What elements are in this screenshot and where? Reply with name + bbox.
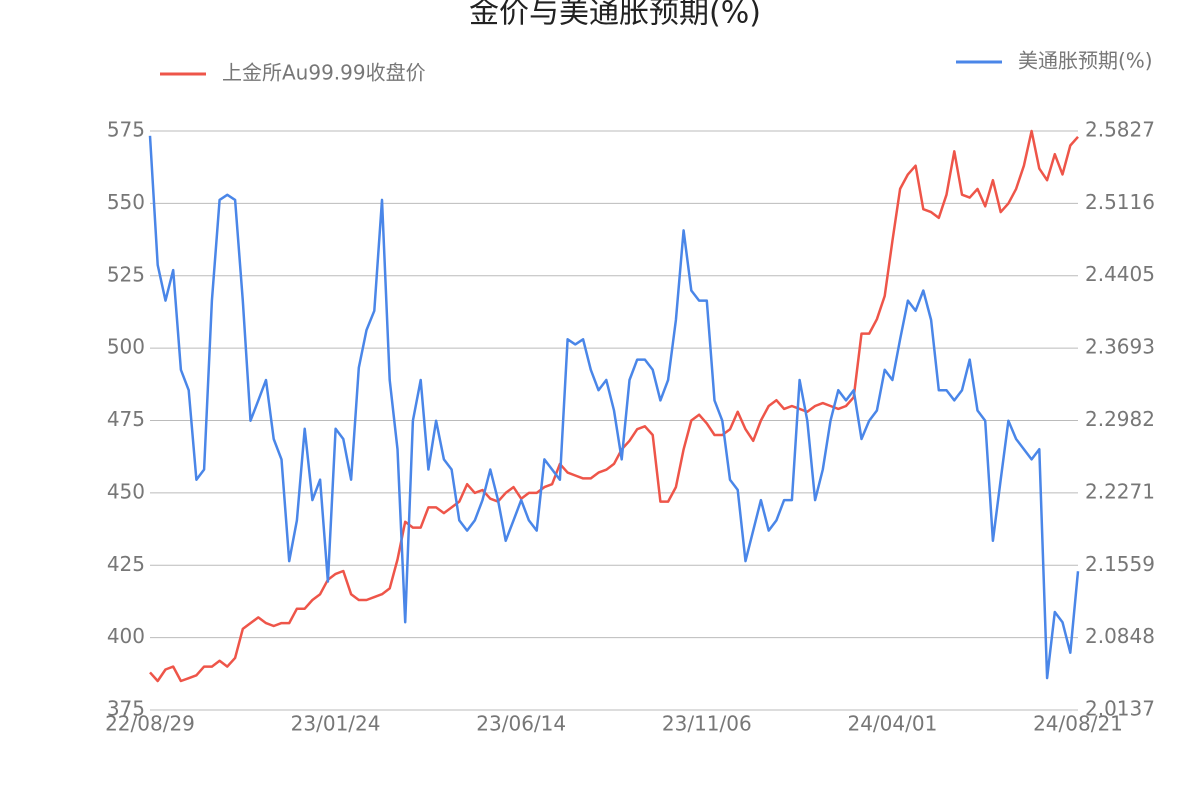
x-tick-label: 24/04/01 [847,712,937,736]
y2-tick-label: 2.4405 [1085,262,1155,286]
y2-tick-label: 2.5827 [1085,118,1155,142]
y-tick-label: 550 [107,190,145,214]
x-tick-label: 24/08/21 [1033,712,1123,736]
y-tick-label: 375 [107,697,145,721]
x-tick-label: 23/11/06 [662,712,752,736]
y-tick-label: 400 [107,624,145,648]
y-tick-label: 475 [107,407,145,431]
legend: 上金所Au99.99收盘价 美通胀预期(%) [160,49,1153,85]
series-line [148,135,1080,680]
legend-label: 上金所Au99.99收盘价 [222,61,426,85]
y-tick-label: 500 [107,335,145,359]
x-tick-label: 23/01/24 [291,712,381,736]
legend-label: 美通胀预期(%) [1018,49,1153,73]
x-tick-label: 23/06/14 [476,712,566,736]
y2-tick-label: 2.3693 [1085,335,1155,359]
y2-tick-label: 2.2982 [1085,407,1155,431]
y2-tick-label: 2.2271 [1085,479,1155,503]
x-tick-label: 22/08/29 [105,712,195,736]
y-tick-label: 425 [107,552,145,576]
chart-title: 金价与美通胀预期(%) [469,0,761,31]
y2-tick-label: 2.5116 [1085,190,1155,214]
y-tick-label: 525 [107,262,145,286]
series-line [149,129,1079,683]
y-tick-label: 450 [107,479,145,503]
y2-tick-label: 2.1559 [1085,552,1155,576]
y2-tick-label: 2.0848 [1085,624,1155,648]
y-tick-label: 575 [107,118,145,142]
y2-tick-label: 2.0137 [1085,697,1155,721]
